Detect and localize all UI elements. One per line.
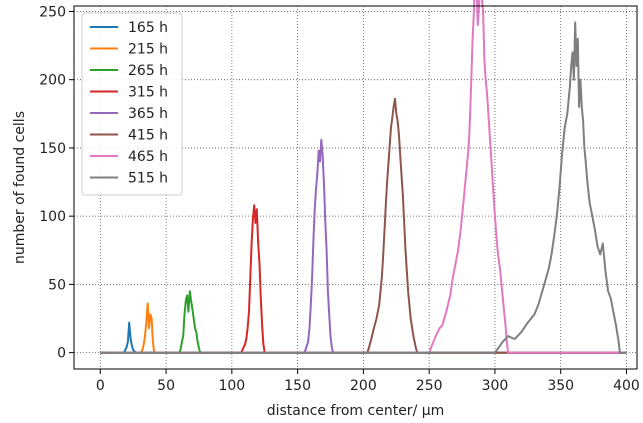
y-tick-label: 100	[39, 209, 66, 225]
series-line-3	[100, 204, 627, 354]
x-axis-ticks: 0 50 100 150 200 250 300 350 400	[96, 369, 640, 394]
x-tick-label: 250	[416, 378, 443, 394]
series-line-6	[100, 0, 627, 354]
x-axis-label: distance from center/ μm	[267, 403, 445, 419]
legend-label: 515 h	[128, 171, 168, 187]
legend-label: 265 h	[128, 63, 168, 79]
x-tick-label: 300	[482, 378, 509, 394]
legend-label: 315 h	[128, 85, 168, 101]
legend-label: 415 h	[128, 128, 168, 144]
legend-label: 365 h	[128, 106, 168, 122]
x-tick-label: 150	[284, 378, 311, 394]
x-tick-label: 100	[218, 378, 245, 394]
x-tick-label: 50	[157, 378, 175, 394]
y-tick-label: 250	[39, 4, 66, 20]
y-tick-label: 200	[39, 73, 66, 89]
series-line-1	[100, 302, 627, 354]
series-line-0	[100, 321, 627, 354]
legend-label: 215 h	[128, 42, 168, 58]
x-tick-label: 0	[96, 378, 105, 394]
series-line-7	[100, 21, 627, 354]
legend: 165 h 215 h 265 h 315 h 365 h 415 h 465 h 515 h	[81, 12, 183, 196]
y-axis-ticks: 0 50 100 150 200 250	[39, 4, 74, 362]
legend-label: 465 h	[128, 149, 168, 165]
y-tick-label: 50	[48, 277, 66, 293]
x-tick-label: 200	[350, 378, 377, 394]
y-tick-label: 150	[39, 141, 66, 157]
legend-box	[81, 12, 183, 196]
legend-label: 165 h	[128, 20, 168, 36]
series-line-4	[100, 138, 627, 354]
series-line-5	[100, 97, 627, 354]
x-tick-label: 400	[613, 378, 640, 394]
plot-frame	[73, 5, 638, 370]
y-tick-label: 0	[57, 346, 66, 362]
series-line-2	[100, 290, 627, 354]
series-lines	[100, 0, 627, 354]
y-axis-label: number of found cells	[12, 111, 28, 264]
x-tick-label: 350	[547, 378, 574, 394]
